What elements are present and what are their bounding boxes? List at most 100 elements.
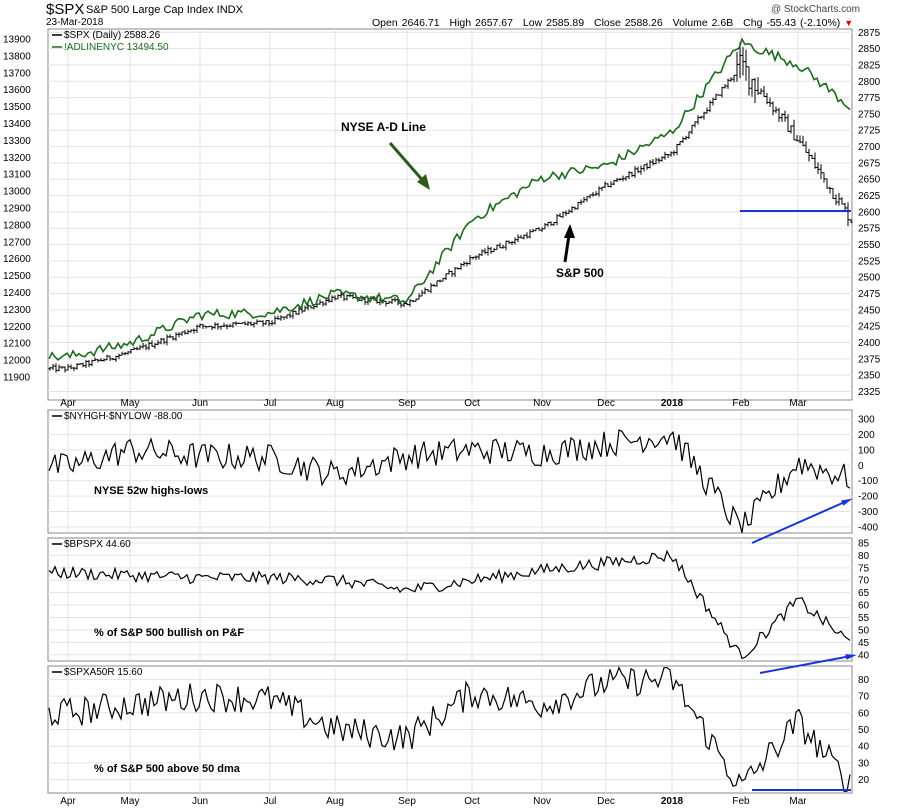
symbol: $SPX (46, 1, 85, 18)
spx-bar (240, 322, 244, 324)
month-label-top: Jul (264, 398, 277, 409)
indicator-tick: 100 (858, 445, 875, 456)
spx-bar (294, 310, 298, 315)
price-left-tick: 12200 (3, 322, 31, 333)
spx-bar (411, 299, 415, 303)
spx-bar (537, 227, 541, 231)
spx-bar (666, 153, 670, 159)
spx-bar (645, 162, 649, 170)
spx-bar (96, 359, 100, 363)
spx-bar (555, 213, 559, 226)
spx-bar (762, 85, 766, 97)
spx-bar (327, 297, 331, 303)
spx-bar (276, 315, 280, 320)
spx-bar (168, 334, 172, 338)
indicator-tick: -400 (858, 522, 878, 533)
spx-bar (420, 289, 424, 297)
spx-bar (744, 49, 748, 81)
indicator-tick: 75 (858, 563, 870, 574)
spx-bar (753, 77, 757, 103)
indicator-tick: 70 (858, 576, 870, 587)
indicator-tick: 300 (858, 415, 875, 426)
spx-bar (747, 66, 751, 96)
spx-bar (231, 322, 235, 328)
spx-bar (330, 295, 334, 303)
spx-bar (138, 344, 142, 350)
price-right-tick: 2675 (858, 158, 881, 169)
annotation-nyse-ad: NYSE A-D Line (341, 120, 426, 134)
spx-bar (675, 143, 679, 155)
open-value: 2646.71 (401, 17, 440, 29)
spx-bar (828, 186, 832, 194)
spx-ohlc-bars (48, 42, 853, 373)
indicator-tick: 80 (858, 551, 870, 562)
spx-bar (75, 363, 79, 370)
price-left-tick: 12500 (3, 271, 31, 282)
spx-bar (669, 151, 673, 157)
spx-bar (750, 78, 754, 97)
spx-bar (153, 342, 157, 349)
spx-bar (768, 97, 772, 107)
spx-bar (726, 78, 730, 90)
price-right-tick: 2400 (858, 338, 881, 349)
price-right-tick: 2625 (858, 191, 881, 202)
spx-bar (585, 196, 589, 202)
spx-bar (687, 131, 691, 140)
spx-bar (840, 197, 844, 205)
spx-bar (759, 88, 763, 95)
spx-bar (492, 247, 496, 253)
spx-bar (219, 325, 223, 330)
spx-bar (159, 337, 163, 345)
price-right-tick: 2725 (858, 126, 881, 137)
spx-bar (324, 298, 328, 306)
spx-bar (807, 148, 811, 162)
price-right-tick: 2800 (858, 77, 881, 88)
month-label-top: Feb (732, 398, 750, 409)
spx-bar (54, 363, 58, 373)
spx-bar (618, 177, 622, 181)
indicator-tick: 40 (858, 742, 870, 753)
spx-bar (642, 164, 646, 172)
spx-bar (684, 135, 688, 140)
spx-bar (723, 83, 727, 89)
spx-bar (216, 322, 220, 330)
spx-bar (180, 331, 184, 336)
spx-bar (132, 346, 136, 351)
indicator-tick: 55 (858, 613, 870, 624)
spx-bar (849, 219, 853, 223)
spx-bar (423, 287, 427, 295)
price-left-tick: 12100 (3, 339, 31, 350)
spx-bar (426, 289, 430, 292)
month-label-top: Oct (464, 398, 480, 409)
panel-frame-2 (47, 409, 853, 534)
spx-bar (813, 152, 817, 169)
month-label-top: Jun (192, 398, 208, 409)
indicator-legend: $NYHGH-$NYLOW -88.00 (64, 411, 183, 422)
spx-bar (291, 309, 295, 319)
spx-bar (267, 320, 271, 327)
price-left-tick: 13000 (3, 187, 31, 198)
spx-bar (150, 340, 154, 347)
spx-bar (738, 42, 742, 79)
spx-bar (732, 74, 736, 83)
spx-bar (279, 315, 283, 321)
spx-bar (198, 323, 202, 328)
stockcharts-watermark: @ StockCharts.com (770, 4, 860, 15)
indicator-tick: 60 (858, 708, 870, 719)
chg-value: -55.43 (-2.10%) (766, 17, 841, 29)
spx-bar (501, 244, 505, 249)
month-label-top: May (121, 398, 140, 409)
spx-bar (192, 328, 196, 334)
spx-bar (609, 181, 613, 188)
spx-bar (255, 319, 259, 325)
spx-bar (66, 364, 70, 371)
annotation-ad-arrowhead (417, 174, 430, 190)
spx-bar (447, 268, 451, 275)
spx-bar (819, 164, 823, 180)
spx-bar (789, 125, 793, 134)
spx-bar (525, 232, 529, 239)
spx-bar (591, 192, 595, 197)
spx-bar (654, 157, 658, 165)
spx-bar (351, 294, 355, 300)
spx-bar (543, 223, 547, 230)
